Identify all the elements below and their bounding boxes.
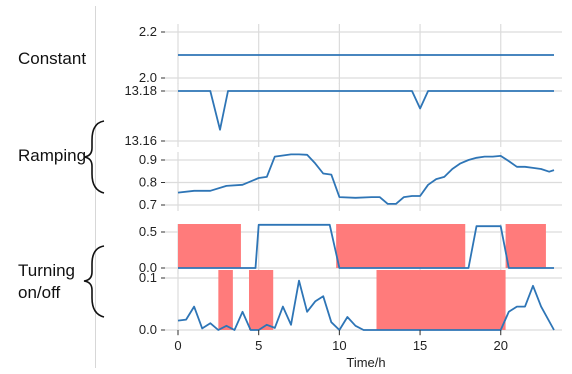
group-label-turning-line2: on/off bbox=[18, 283, 61, 302]
y-tick-label: 0.1 bbox=[139, 270, 157, 285]
series-line-ramping-bottom bbox=[177, 153, 555, 205]
ramping-bracket bbox=[83, 120, 105, 194]
y-tick-label: 0.9 bbox=[139, 152, 157, 167]
on-span bbox=[376, 270, 506, 330]
x-axis-label: Time/h bbox=[346, 355, 385, 370]
series-line-turning-top bbox=[178, 223, 554, 269]
series-line-turning-bottom bbox=[177, 279, 555, 331]
y-tick-label: 2.0 bbox=[139, 70, 157, 85]
x-tick-label: 15 bbox=[413, 338, 427, 353]
on-span bbox=[505, 224, 546, 268]
panel-constant: 2.0 2.2 bbox=[139, 24, 562, 85]
turning-bracket bbox=[83, 245, 105, 318]
on-span bbox=[218, 270, 233, 330]
y-tick-label: 0.8 bbox=[139, 175, 157, 190]
x-tick-label: 5 bbox=[255, 338, 262, 353]
panel-turning-top: 0.0 0.5 bbox=[139, 223, 562, 275]
group-label-turning-line1: Turning bbox=[18, 261, 76, 280]
panel-ramping-bottom: 0.7 0.8 0.9 bbox=[139, 152, 562, 212]
x-axis: 0 5 10 15 20 bbox=[174, 330, 508, 353]
y-tick-label: 13.16 bbox=[124, 133, 157, 148]
group-label-constant: Constant bbox=[18, 49, 87, 68]
on-span bbox=[249, 270, 274, 330]
on-span bbox=[178, 224, 241, 268]
y-tick-label: 2.2 bbox=[139, 24, 157, 39]
y-tick-label: 0.0 bbox=[139, 322, 157, 337]
y-tick-label: 0.5 bbox=[139, 224, 157, 239]
panel-ramping-top: 13.16 13.18 bbox=[124, 83, 562, 148]
group-brackets bbox=[83, 120, 105, 318]
panel-turning-bottom: 0.0 0.1 bbox=[139, 270, 562, 337]
group-label-ramping: Ramping bbox=[18, 146, 87, 165]
on-span bbox=[336, 224, 466, 268]
x-tick-label: 20 bbox=[494, 338, 508, 353]
x-tick-label: 0 bbox=[174, 338, 181, 353]
series-line-ramping-top bbox=[178, 90, 554, 131]
y-tick-label: 0.7 bbox=[139, 197, 157, 212]
y-tick-label: 0.0 bbox=[139, 260, 157, 275]
y-tick-label: 13.18 bbox=[124, 83, 157, 98]
x-tick-label: 10 bbox=[332, 338, 346, 353]
